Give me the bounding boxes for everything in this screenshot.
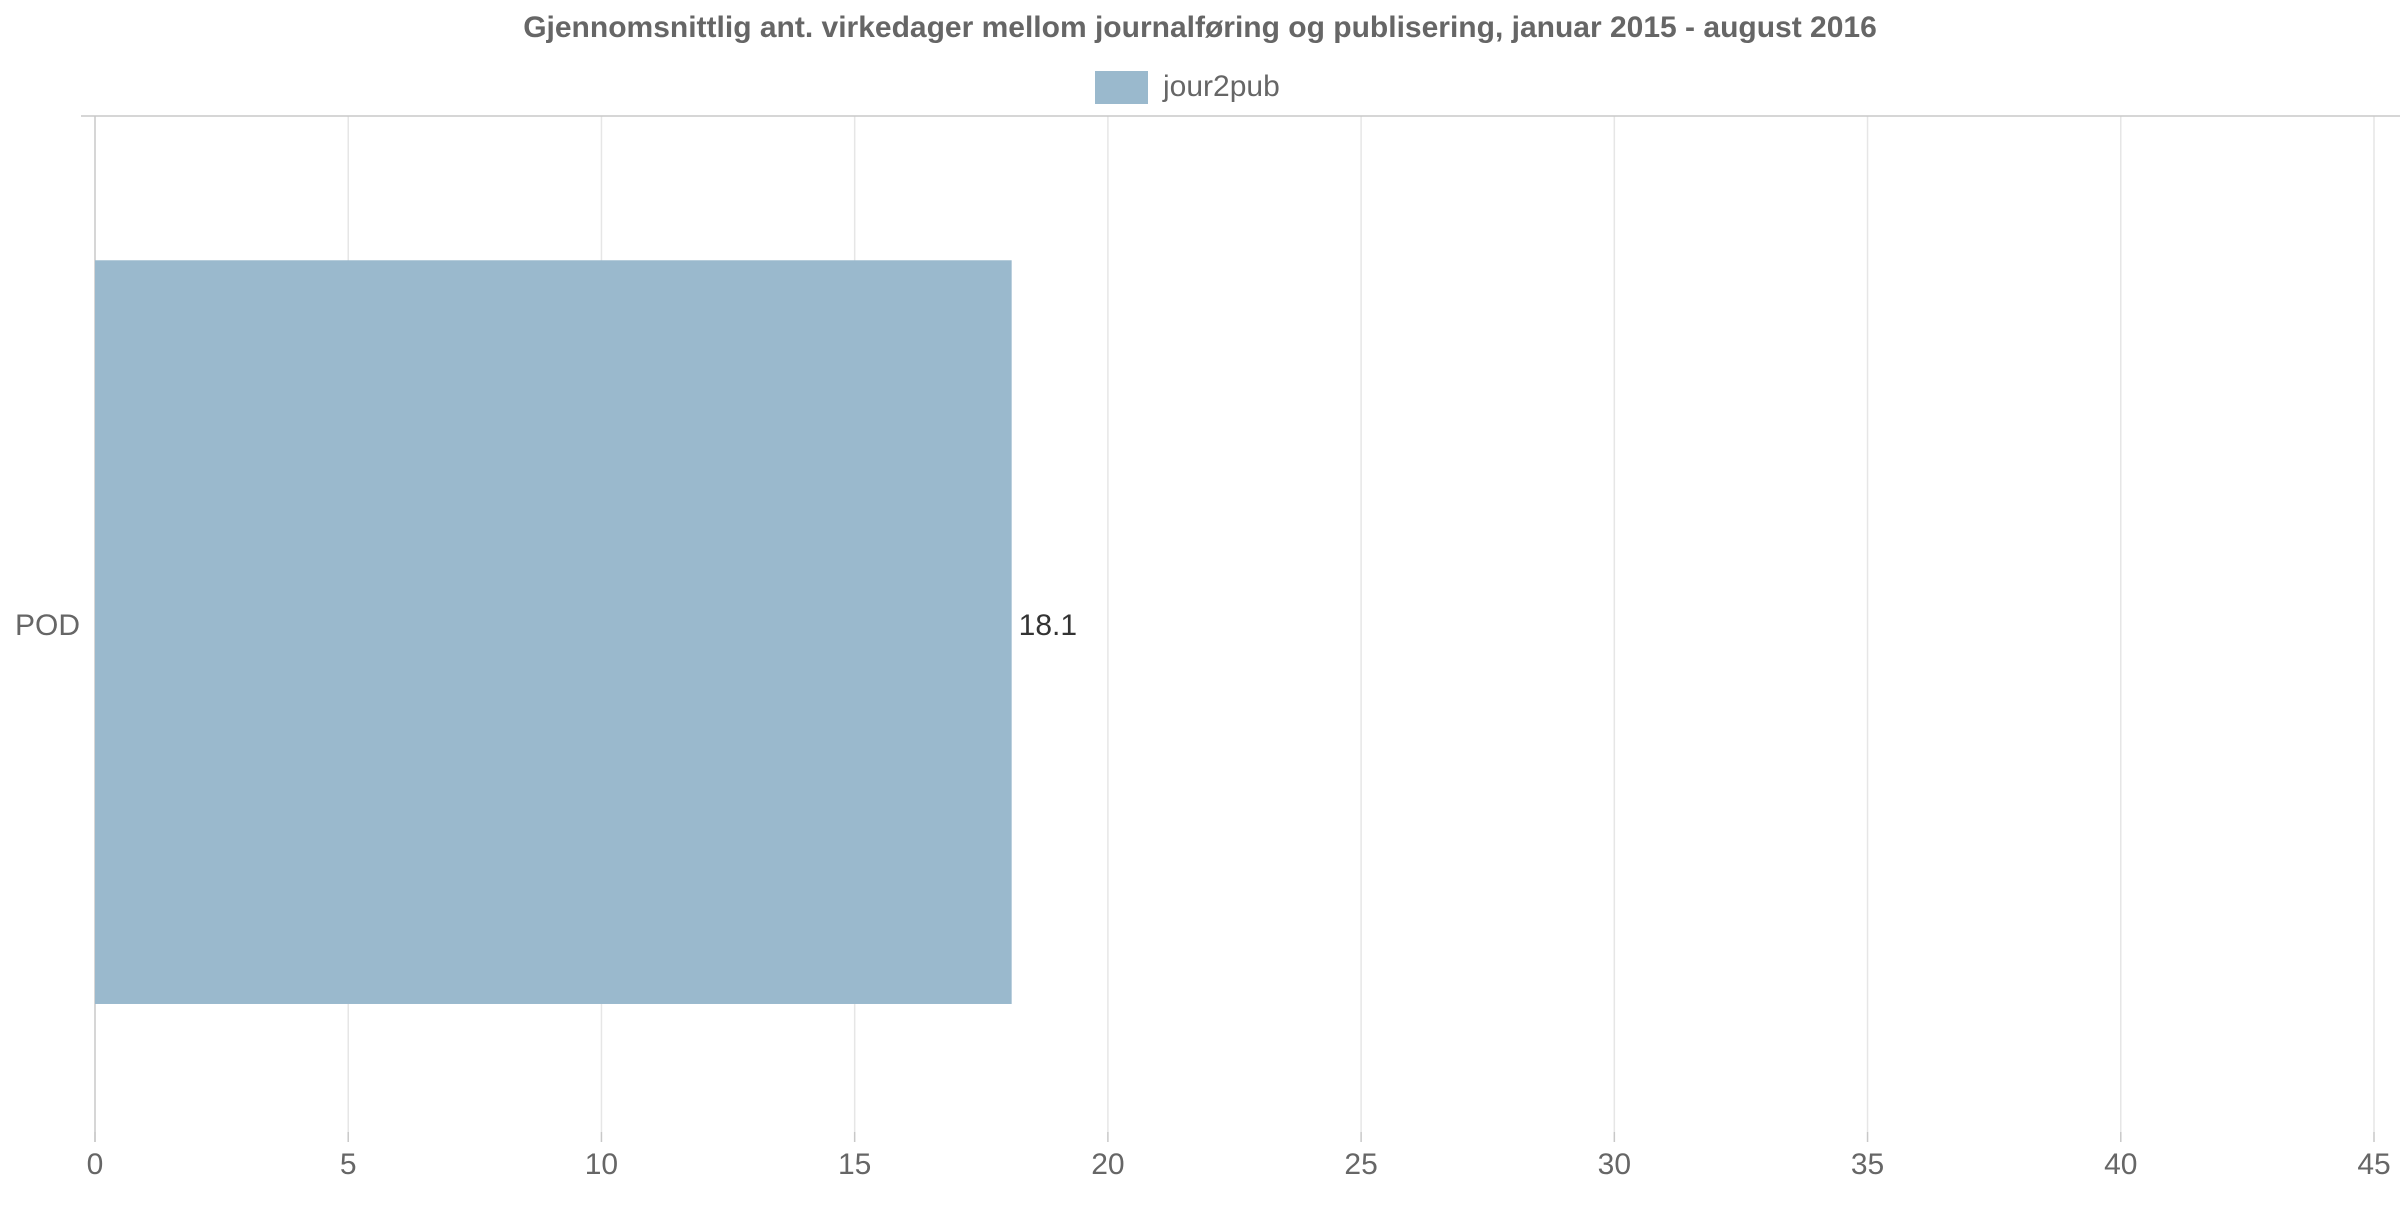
x-tick-label-7: 35	[1851, 1148, 1884, 1181]
legend[interactable]: jour2pub	[1095, 70, 1280, 104]
x-tick-label-8: 40	[2104, 1148, 2137, 1181]
x-tick-label-0: 0	[87, 1148, 104, 1181]
y-category-label-0: POD	[15, 609, 80, 642]
x-tick-label-6: 30	[1598, 1148, 1631, 1181]
data-label-POD: 18.1	[1019, 609, 1077, 642]
bar-jour2pub-POD[interactable]	[95, 260, 1012, 1004]
x-tick-label-9: 45	[2357, 1148, 2390, 1181]
x-tick-label-1: 5	[340, 1148, 357, 1181]
chart-title: Gjennomsnittlig ant. virkedager mellom j…	[523, 11, 1877, 44]
x-tick-label-3: 15	[838, 1148, 871, 1181]
x-tick-label-5: 25	[1344, 1148, 1377, 1181]
labels: 0 5 10 15 20 25 30 35 40 45 POD 18.1	[15, 609, 2391, 1181]
legend-swatch	[1095, 71, 1148, 104]
x-tick-label-4: 20	[1091, 1148, 1124, 1181]
legend-label: jour2pub	[1162, 70, 1280, 103]
x-tick-label-2: 10	[585, 1148, 618, 1181]
bars	[95, 260, 1012, 1004]
